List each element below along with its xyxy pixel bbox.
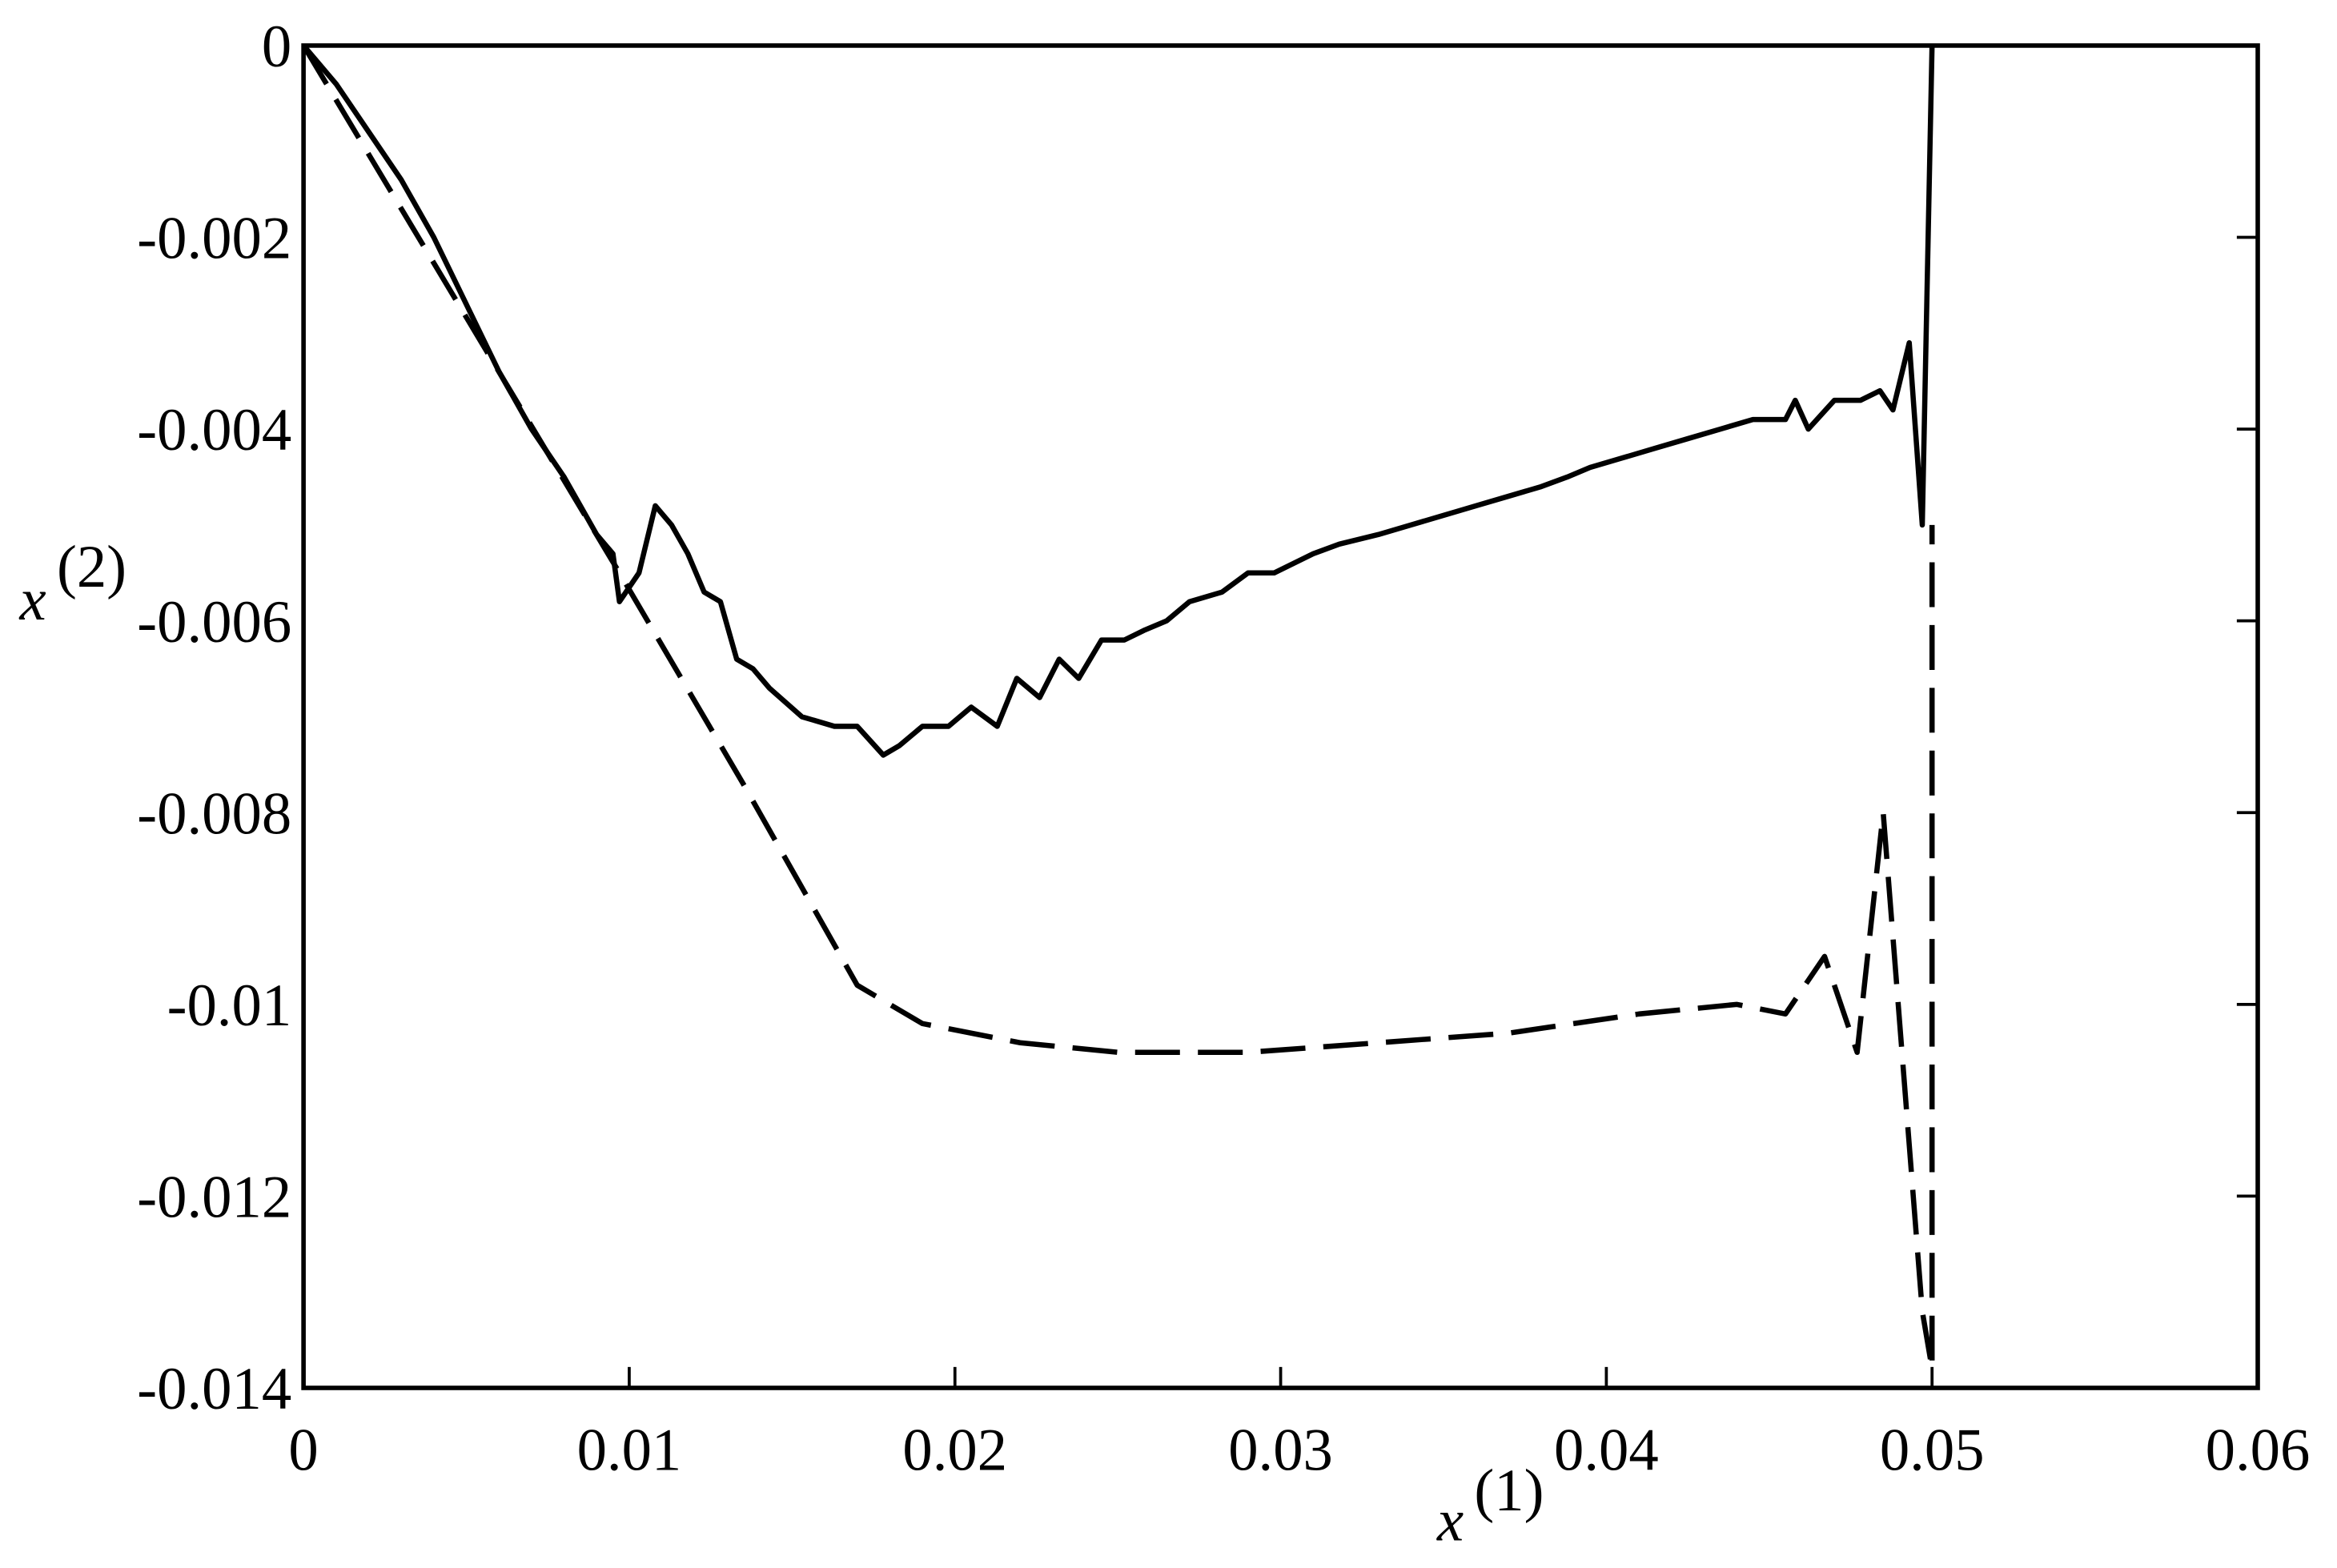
data-line	[301, 43, 1935, 758]
x-tick-label: 0.02	[902, 1418, 1007, 1484]
x-tick-label: 0.04	[1554, 1418, 1659, 1484]
y-tick-label: -0.008	[137, 780, 291, 847]
x-tick-label: 0.06	[2206, 1418, 2311, 1484]
y-axis-label-sup: (2)	[57, 534, 126, 600]
y-axis-label: x	[19, 567, 46, 633]
x-tick-label: 0	[288, 1418, 318, 1484]
x-axis-label-sup: (1)	[1474, 1458, 1544, 1524]
x-tick-label: 0.01	[577, 1418, 682, 1484]
x-tick-label: 0.05	[1880, 1418, 1985, 1484]
y-tick-label: 0	[262, 14, 291, 80]
y-tick-label: -0.002	[137, 206, 291, 272]
y-tick-label: -0.01	[167, 972, 292, 1039]
y-tick-label: -0.006	[137, 589, 291, 656]
y-tick-label: -0.012	[137, 1165, 291, 1231]
data-line	[301, 44, 1935, 1372]
x-tick-label: 0.03	[1228, 1418, 1333, 1484]
y-tick-label: -0.014	[137, 1356, 291, 1422]
x-axis-label: x	[1436, 1487, 1464, 1554]
y-tick-label: -0.004	[137, 397, 291, 463]
plot-frame	[301, 43, 2260, 1390]
